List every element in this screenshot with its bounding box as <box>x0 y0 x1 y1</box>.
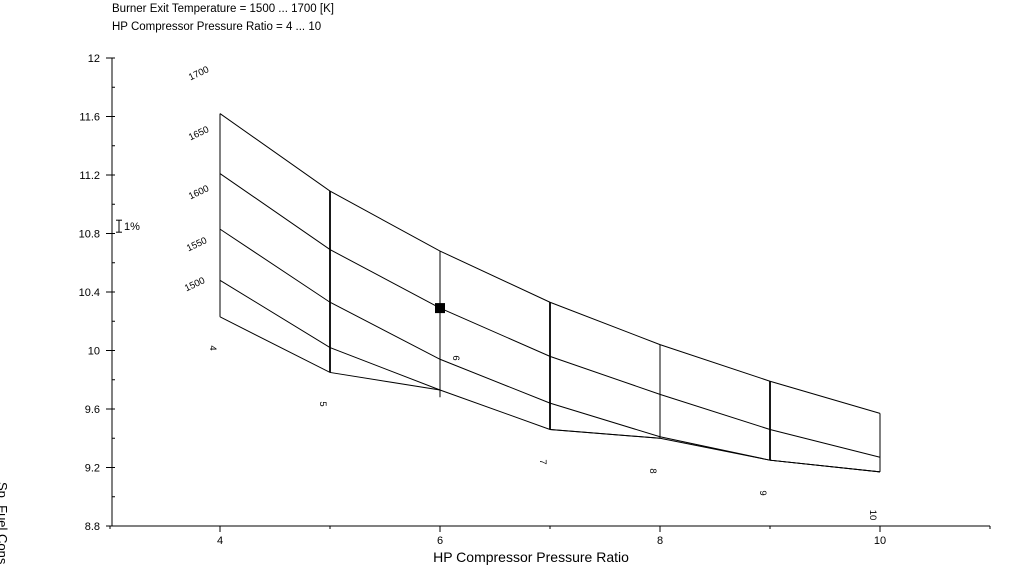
pressure-ratio-line-label: 8 <box>647 468 658 473</box>
y-tick-label: 9.2 <box>85 463 100 475</box>
temperature-line-label: 1600 <box>187 183 211 202</box>
boundary-line-low <box>219 316 441 391</box>
y-tick-label: 10 <box>88 346 100 358</box>
x-tick-label: 4 <box>217 535 223 547</box>
y-tick-label: 10.8 <box>79 229 100 241</box>
pressure-ratio-line-label: 10 <box>867 510 878 521</box>
x-tick-label: 8 <box>657 535 663 547</box>
temperature-line-label: 1500 <box>183 275 207 294</box>
boundary-line-low <box>549 428 661 439</box>
pressure-ratio-line-label: 4 <box>207 345 218 350</box>
y-tick-label: 11.6 <box>79 112 100 124</box>
temperature-line-label: 1700 <box>187 64 211 83</box>
temperature-line-label: 1550 <box>185 235 209 254</box>
x-tick-label: 10 <box>874 535 886 547</box>
y-tick-label: 10.4 <box>79 287 100 299</box>
pressure-ratio-line-label: 5 <box>317 401 328 406</box>
x-axis-label: HP Compressor Pressure Ratio <box>433 549 629 565</box>
pressure-ratio-line-label: 9 <box>757 490 768 495</box>
temperature-line-label: 1650 <box>187 124 211 143</box>
y-tick-label: 11.2 <box>79 170 100 182</box>
scale-bar-label: 1% <box>124 221 140 233</box>
pressure-ratio-line-label: 7 <box>537 459 548 464</box>
y-tick-label: 9.6 <box>85 404 100 416</box>
y-tick-label: 12 <box>88 53 100 65</box>
x-tick-label: 6 <box>437 535 443 547</box>
chart-title-temperature: Burner Exit Temperature = 1500 ... 1700 … <box>112 3 334 15</box>
design-point-marker <box>435 303 445 314</box>
y-tick-label: 8.8 <box>85 521 100 533</box>
chart-title-pressure-ratio: HP Compressor Pressure Ratio = 4 ... 10 <box>112 21 322 33</box>
pressure-ratio-line-label: 6 <box>450 355 461 360</box>
boundary-line-low <box>769 459 881 473</box>
